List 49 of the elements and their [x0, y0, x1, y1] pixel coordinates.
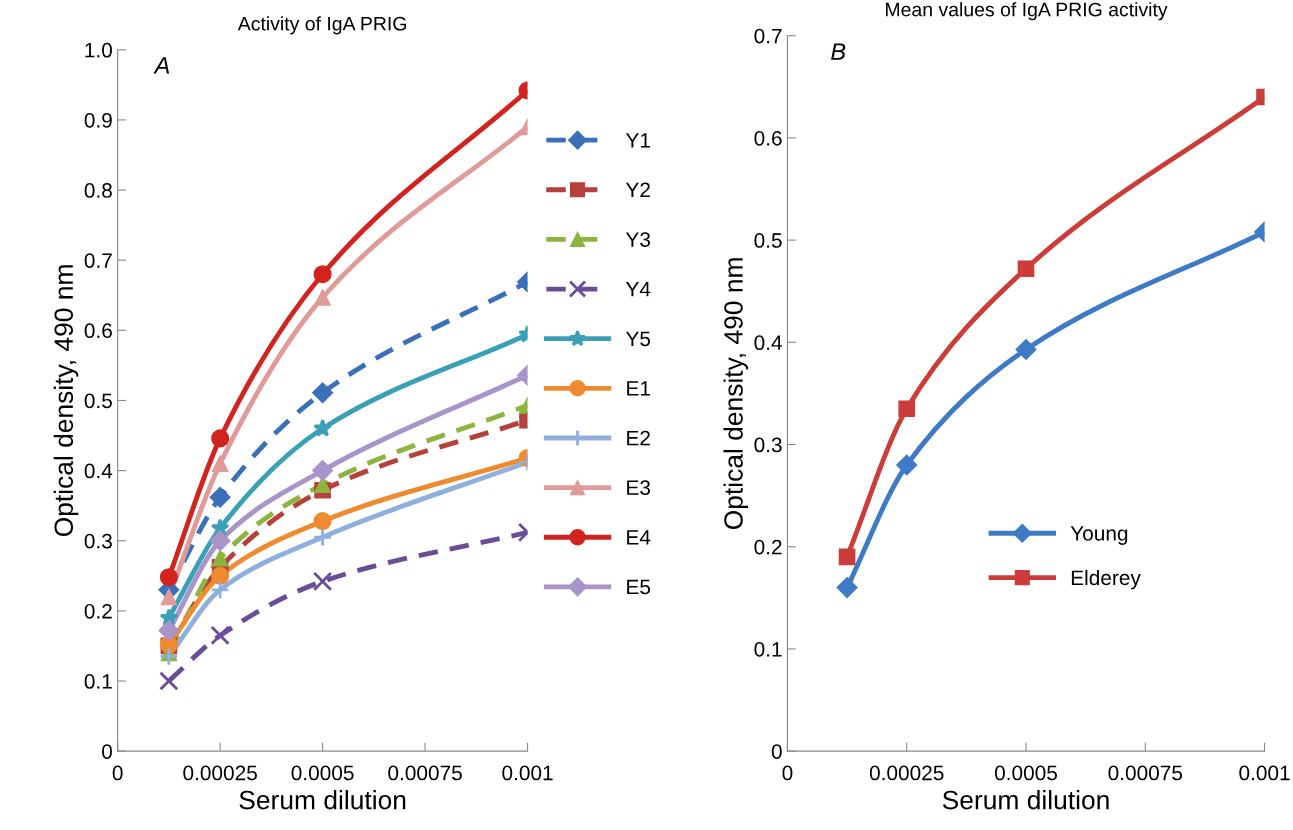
y-tick-label: 0.5	[84, 393, 112, 409]
y-tick-label: 0.8	[84, 183, 112, 198]
y-tick-label: 0.4	[84, 463, 113, 479]
y-tick-label: 0.1	[84, 674, 112, 689]
y-tick-label: 0	[771, 744, 782, 759]
annotation: A	[153, 57, 170, 74]
y-tick-label: 0.3	[754, 437, 782, 453]
y-tick-label: 0.4	[754, 335, 782, 351]
y-tick-label: 0.9	[84, 112, 112, 128]
x-tick-label: 0	[112, 765, 123, 781]
legend-label: E2	[627, 430, 650, 446]
x-axis-title: Serum dilution	[942, 790, 1109, 810]
legend-label: E3	[627, 480, 651, 496]
y-tick-label: 0.5	[754, 233, 782, 248]
chart-title: Mean values of IgA PRIG activity	[886, 2, 1168, 21]
x-tick-label: 0.0005	[291, 765, 354, 781]
annotation: B	[831, 43, 846, 60]
x-tick-label: 0.00025	[183, 765, 257, 781]
legend-label: Y3	[625, 232, 651, 247]
y-tick-label: 0.1	[754, 641, 782, 657]
x-tick-label: 0.001	[502, 765, 553, 781]
x-tick-label: 0.00025	[869, 765, 944, 781]
legend-label: Young	[1070, 526, 1128, 545]
x-tick-label: 0	[782, 765, 793, 781]
y-tick-label: 0.3	[84, 533, 112, 549]
x-axis-title: Serum dilution	[239, 790, 406, 810]
y-tick-label: 0.2	[754, 539, 782, 555]
legend-label: Elderey	[1071, 569, 1141, 590]
chart-title: Activity of IgA PRIG	[237, 16, 406, 35]
y-axis-title: Optical density, 490 nm	[723, 258, 749, 530]
legend-label: E4	[627, 530, 651, 545]
y-tick-label: 1.0	[85, 42, 112, 58]
y-tick-label: 0.6	[754, 130, 782, 146]
legend-label: Y5	[625, 331, 651, 347]
y-tick-label: 0.2	[84, 603, 112, 619]
legend-label: E1	[627, 381, 650, 396]
y-tick-label: 0.6	[84, 323, 112, 339]
x-tick-label: 0.0005	[994, 765, 1057, 781]
y-axis-title: Optical density, 490 nm	[53, 265, 79, 537]
legend-label: Y4	[625, 282, 651, 297]
y-tick-label: 0	[102, 744, 112, 759]
legend-label: Y1	[625, 133, 650, 148]
x-tick-label: 0.001	[1239, 765, 1290, 781]
x-tick-label: 0.00075	[388, 765, 462, 781]
legend-label: Y2	[625, 182, 650, 198]
legend-label: E5	[627, 579, 651, 595]
x-tick-label: 0.00075	[1108, 765, 1183, 781]
y-tick-label: 0.7	[754, 28, 782, 44]
y-tick-label: 0.7	[84, 253, 112, 268]
